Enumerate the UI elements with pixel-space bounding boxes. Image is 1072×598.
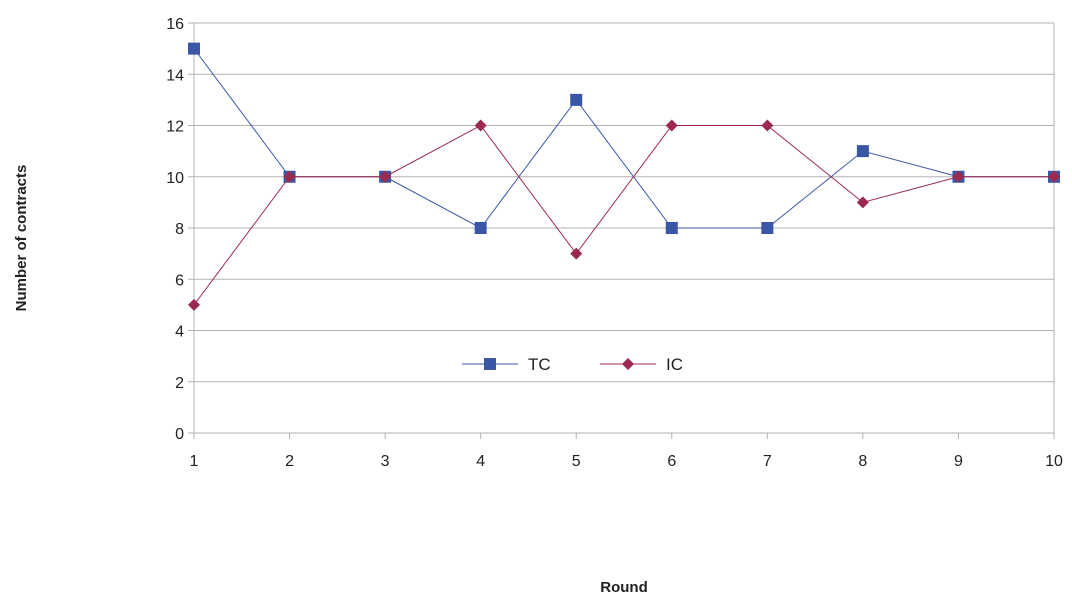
- legend-label-tc: TC: [528, 355, 551, 374]
- data-point-tc: [856, 145, 869, 158]
- y-tick-label: 14: [166, 67, 184, 84]
- y-tick-label: 16: [166, 16, 184, 33]
- y-tick-label: 10: [166, 170, 184, 187]
- axes: [188, 22, 1055, 439]
- x-tick-label: 6: [667, 453, 676, 470]
- data-point-ic: [379, 170, 392, 183]
- data-point-ic: [761, 119, 774, 132]
- y-tick-label: 12: [166, 119, 184, 136]
- x-tick-label: 10: [1045, 453, 1063, 470]
- data-point-ic: [188, 298, 200, 311]
- y-axis-title: Number of contracts: [13, 165, 30, 312]
- x-tick-label: 3: [381, 453, 390, 470]
- series-line-tc: [193, 48, 1054, 229]
- data-point-tc: [665, 222, 678, 234]
- data-point-ic: [856, 196, 869, 209]
- legend-marker-ic: [622, 358, 634, 370]
- data-point-tc: [474, 222, 487, 234]
- x-tick-label: 2: [285, 453, 294, 470]
- y-tick-label: 4: [175, 324, 184, 341]
- x-axis-title: Round: [600, 579, 647, 596]
- x-tick-label: 8: [858, 453, 867, 470]
- series-layer: [188, 42, 1060, 311]
- legend-item-tc: TC: [462, 355, 551, 374]
- y-tick-label: 0: [175, 426, 184, 443]
- data-point-ic: [570, 247, 583, 260]
- x-tick-label: 9: [954, 453, 963, 470]
- data-point-tc: [761, 222, 774, 234]
- legend-item-ic: IC: [600, 355, 683, 374]
- data-point-ic: [283, 170, 296, 183]
- y-tick-label: 6: [175, 272, 184, 289]
- data-point-ic: [665, 119, 678, 132]
- series-tc: [188, 42, 1060, 234]
- legend-marker-tc: [484, 358, 496, 370]
- data-point-tc: [188, 42, 200, 55]
- x-tick-label: 1: [190, 453, 199, 470]
- legend-label-ic: IC: [666, 355, 683, 374]
- x-tick-label: 4: [476, 453, 485, 470]
- y-tick-label: 2: [175, 375, 184, 392]
- data-point-tc: [570, 93, 583, 106]
- series-ic: [188, 119, 1060, 311]
- x-tick-label: 5: [572, 453, 581, 470]
- data-point-ic: [1048, 170, 1060, 183]
- data-point-ic: [952, 170, 965, 183]
- x-tick-label: 7: [763, 453, 772, 470]
- series-line-ic: [193, 124, 1054, 306]
- legend: TC IC: [462, 355, 683, 374]
- y-tick-label: 8: [175, 221, 184, 238]
- gridlines: [194, 22, 1054, 383]
- data-point-ic: [474, 119, 487, 132]
